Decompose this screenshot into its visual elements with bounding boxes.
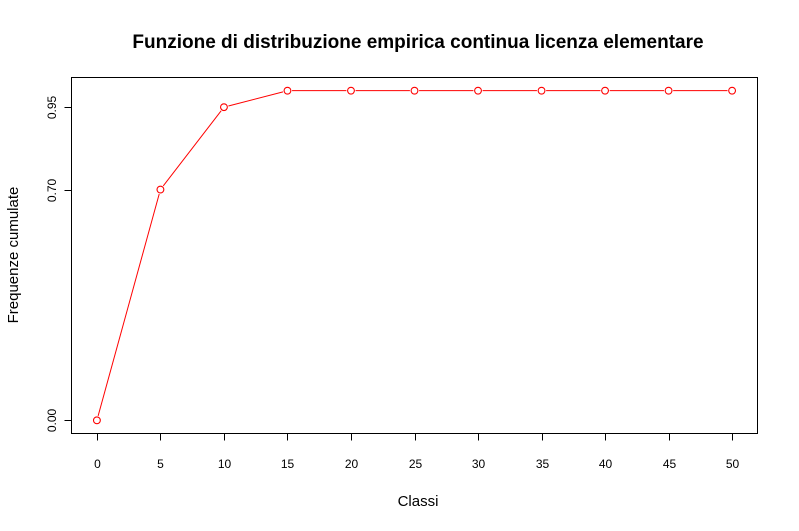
- data-point: [474, 86, 482, 95]
- x-tick-label: 20: [345, 457, 359, 471]
- series-layer: [92, 86, 737, 425]
- y-tick-label: 0.00: [45, 408, 59, 432]
- x-tick-label: 50: [726, 457, 740, 471]
- x-tick-label: 40: [599, 457, 613, 471]
- x-tick-label: 10: [218, 457, 232, 471]
- data-point: [410, 86, 419, 95]
- data-point: [601, 86, 610, 95]
- x-axis: 0 5 10 15 20 25 30 35 40 45 50: [94, 433, 740, 471]
- data-point: [347, 86, 355, 95]
- data-point: [156, 185, 165, 194]
- data-point: [537, 86, 546, 95]
- x-tick-label: 5: [157, 457, 164, 471]
- y-tick-label: 0.95: [45, 95, 59, 119]
- x-tick-label: 45: [663, 457, 677, 471]
- y-tick-label: 0.70: [45, 178, 59, 202]
- series-line-segment: [228, 91, 284, 107]
- x-tick-label: 0: [94, 457, 101, 471]
- y-axis: 0.00 0.70 0.95: [45, 95, 72, 432]
- data-point: [664, 86, 673, 95]
- x-tick-label: 15: [281, 457, 295, 471]
- data-point: [92, 416, 101, 425]
- series-line-segment: [97, 193, 160, 417]
- data-point: [728, 86, 737, 95]
- x-tick-label: 35: [536, 457, 550, 471]
- x-tick-label: 25: [409, 457, 423, 471]
- chart-title: Funzione di distribuzione empirica conti…: [132, 32, 703, 53]
- data-point: [283, 86, 292, 95]
- series-line-segment: [162, 110, 222, 187]
- x-tick-label: 30: [472, 457, 486, 471]
- y-axis-title: Frequenze cumulate: [5, 187, 22, 324]
- x-axis-title: Classi: [398, 493, 439, 510]
- data-point: [219, 103, 228, 112]
- plot-area-border: [71, 77, 758, 434]
